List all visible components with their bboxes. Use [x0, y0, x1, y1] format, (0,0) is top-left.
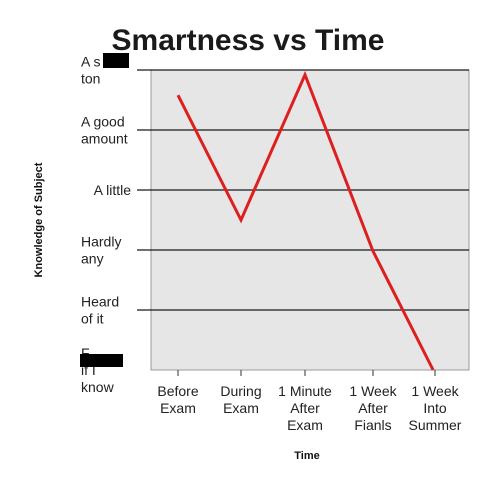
x-tick-label-line: Exam: [223, 400, 259, 416]
series-layer: [176, 70, 435, 371]
y-tick-label-line: ton: [81, 71, 100, 87]
y-tick-label-line: know: [81, 379, 115, 395]
censor-bar: [103, 53, 129, 68]
x-tick-label-line: During: [220, 383, 261, 399]
x-tick-label-line: Exam: [160, 400, 196, 416]
censor-bar: [80, 354, 123, 367]
y-tick-label-line: F: [81, 345, 90, 361]
x-tick-label-line: After: [290, 400, 320, 416]
plot-area: [150, 69, 470, 371]
y-tick-label-line: of it: [81, 311, 104, 327]
y-tick-label-line: A good: [81, 114, 125, 130]
x-tick-label-line: 1 Week: [411, 383, 459, 399]
x-tick-label-line: Exam: [287, 417, 323, 433]
y-axis-label: Knowledge of Subject: [33, 162, 45, 277]
x-axis-label: Time: [294, 450, 319, 462]
y-tick-label-line: Hardly: [81, 234, 121, 250]
x-tick-label-line: 1 Week: [349, 383, 397, 399]
y-tick-label-line: any: [81, 251, 104, 267]
x-tick-label-line: Fianls: [354, 417, 391, 433]
y-tick-label: A little: [94, 182, 132, 198]
y-tick-label-line: amount: [81, 131, 128, 147]
x-tick-label-line: After: [358, 400, 388, 416]
x-tick-label-line: Summer: [409, 417, 462, 433]
y-tick-label-line: A s: [81, 54, 100, 70]
x-tick-label-line: Into: [423, 400, 447, 416]
x-tick-label-line: Before: [157, 383, 198, 399]
x-tick-label-line: 1 Minute: [278, 383, 332, 399]
y-tick-label-line: A little: [94, 182, 132, 198]
gridlines: [137, 69, 469, 311]
chart-title: Smartness vs Time: [112, 24, 385, 57]
y-tick-label-line: Heard: [81, 294, 119, 310]
